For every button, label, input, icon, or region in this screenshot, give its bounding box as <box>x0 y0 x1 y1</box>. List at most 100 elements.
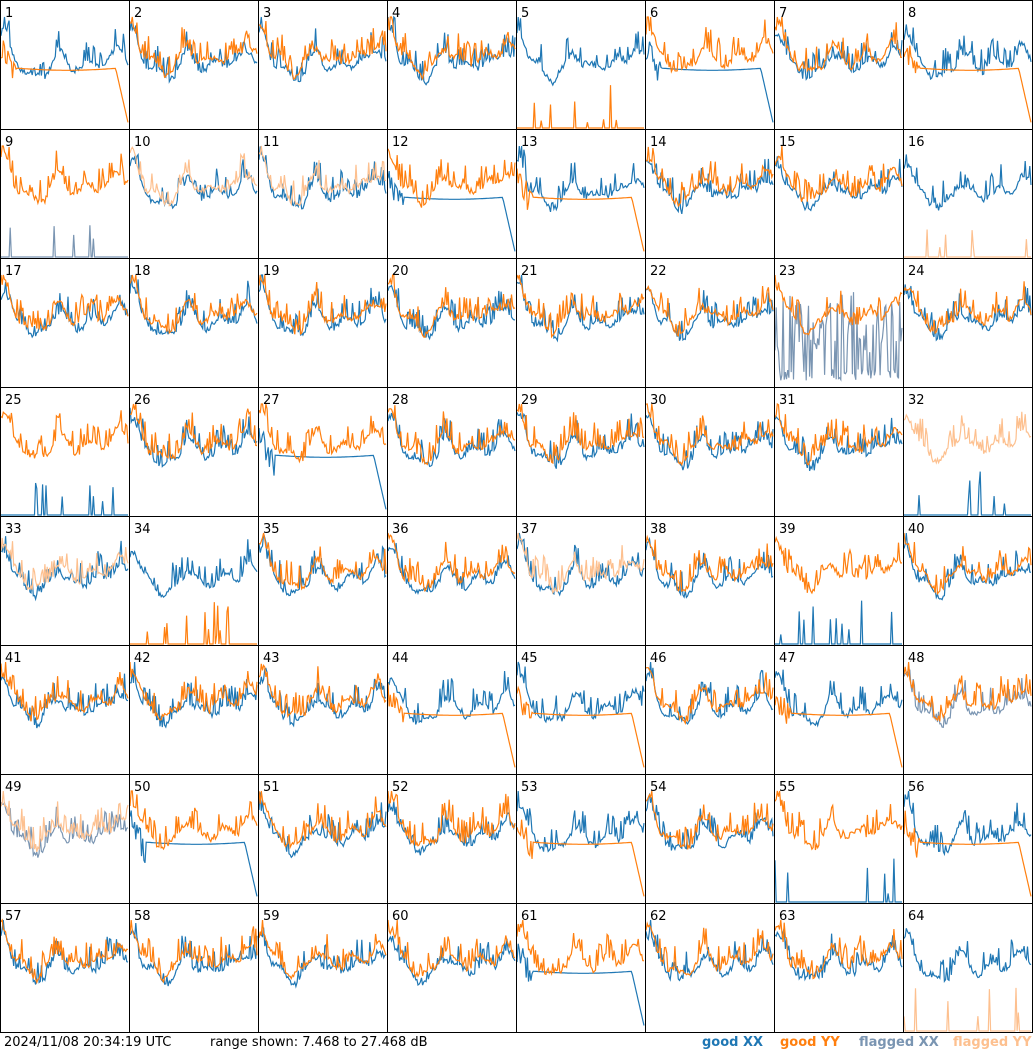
panel-label: 27 <box>263 393 280 408</box>
series-61-xx <box>516 943 645 1026</box>
panel-46: 46 <box>645 645 775 775</box>
panel-label: 1 <box>5 6 13 21</box>
series-30-xx <box>645 411 774 471</box>
panel-label: 4 <box>392 6 400 21</box>
panel-label: 62 <box>650 909 667 924</box>
panel-10: 10 <box>129 129 259 259</box>
series-38-xx <box>645 536 774 599</box>
panel-label: 47 <box>779 651 796 666</box>
series-50-yy <box>129 790 258 851</box>
panel-label: 31 <box>779 393 796 408</box>
series-45-xx <box>516 661 645 724</box>
panel-40: 40 <box>903 516 1033 646</box>
panel-11: 11 <box>258 129 388 259</box>
series-32-yy <box>903 411 1032 465</box>
series-26-yy <box>130 403 258 460</box>
series-21-xx <box>516 274 645 343</box>
panel-59: 59 <box>258 903 388 1033</box>
series-17-xx <box>0 281 129 339</box>
series-53-yy <box>516 819 645 897</box>
series-1-yy <box>0 40 129 123</box>
series-62-yy <box>645 921 774 976</box>
panel-29: 29 <box>516 387 646 517</box>
series-61-yy <box>516 919 645 976</box>
series-8-xx <box>903 24 1032 81</box>
panel-31: 31 <box>774 387 904 517</box>
range-label: range shown: 7.468 to 27.468 dB <box>210 1035 428 1050</box>
panel-61: 61 <box>516 903 646 1033</box>
panel-15: 15 <box>774 129 904 259</box>
series-9-yy <box>0 145 129 206</box>
panel-39: 39 <box>774 516 904 646</box>
series-38-yy <box>645 534 774 593</box>
series-59-yy <box>258 919 387 980</box>
series-6-xx <box>645 41 774 123</box>
series-6-yy <box>645 16 774 74</box>
series-57-xx <box>0 919 129 985</box>
panel-label: 60 <box>392 909 409 924</box>
panel-label: 28 <box>392 393 409 408</box>
series-7-xx <box>774 29 903 81</box>
panel-label: 54 <box>650 780 667 795</box>
panel-42: 42 <box>129 645 259 775</box>
series-49-yy <box>0 790 129 852</box>
series-63-yy <box>774 919 903 980</box>
series-12-yy <box>387 148 516 208</box>
series-43-yy <box>258 663 387 719</box>
panel-21: 21 <box>516 258 646 388</box>
panel-36: 36 <box>387 516 517 646</box>
panel-9: 9 <box>0 129 130 259</box>
series-7-yy <box>774 16 903 73</box>
panel-24: 24 <box>903 258 1033 388</box>
panel-18: 18 <box>129 258 259 388</box>
series-64-yy <box>903 987 1031 1032</box>
series-55-yy <box>774 790 903 851</box>
panel-7: 7 <box>774 0 904 130</box>
panel-label: 29 <box>521 393 538 408</box>
panel-label: 30 <box>650 393 667 408</box>
series-37-yy <box>516 532 645 595</box>
series-13-yy <box>516 168 645 252</box>
series-39-yy <box>774 535 903 595</box>
panel-6: 6 <box>645 0 775 130</box>
series-44-yy <box>387 683 516 768</box>
panel-label: 26 <box>134 393 151 408</box>
panel-62: 62 <box>645 903 775 1033</box>
panel-2: 2 <box>129 0 259 130</box>
series-44-xx <box>387 670 516 725</box>
panel-17: 17 <box>0 258 130 388</box>
panel-14: 14 <box>645 129 775 259</box>
panel-label: 33 <box>5 522 22 537</box>
panel-43: 43 <box>258 645 388 775</box>
panel-label: 20 <box>392 264 409 279</box>
panel-label: 57 <box>5 909 22 924</box>
panel-25: 25 <box>0 387 130 517</box>
panel-53: 53 <box>516 774 646 904</box>
panel-label: 32 <box>908 393 925 408</box>
series-3-xx <box>258 16 387 83</box>
series-45-yy <box>516 685 645 768</box>
series-23-yy <box>774 274 903 336</box>
series-28-yy <box>387 405 516 466</box>
panel-52: 52 <box>387 774 517 904</box>
panel-60: 60 <box>387 903 517 1033</box>
series-46-xx <box>645 661 774 725</box>
series-39-xx <box>775 600 902 645</box>
series-1-xx <box>0 16 129 79</box>
panel-label: 64 <box>908 909 925 924</box>
series-17-yy <box>0 274 129 331</box>
series-58-yy <box>129 919 258 984</box>
legend-good-xx: good XX <box>702 1035 764 1050</box>
panel-label: 13 <box>521 135 538 150</box>
panel-label: 40 <box>908 522 925 537</box>
series-9-xx <box>1 225 128 258</box>
panel-label: 34 <box>134 522 151 537</box>
legend-flagged-yy: flagged YY <box>953 1035 1032 1050</box>
panel-27: 27 <box>258 387 388 517</box>
footer: 2024/11/08 20:34:19 UTC range shown: 7.4… <box>0 1033 1033 1053</box>
panel-label: 52 <box>392 780 409 795</box>
series-60-yy <box>387 919 516 979</box>
series-40-xx <box>903 532 1032 601</box>
panel-50: 50 <box>129 774 259 904</box>
series-43-xx <box>258 667 387 728</box>
